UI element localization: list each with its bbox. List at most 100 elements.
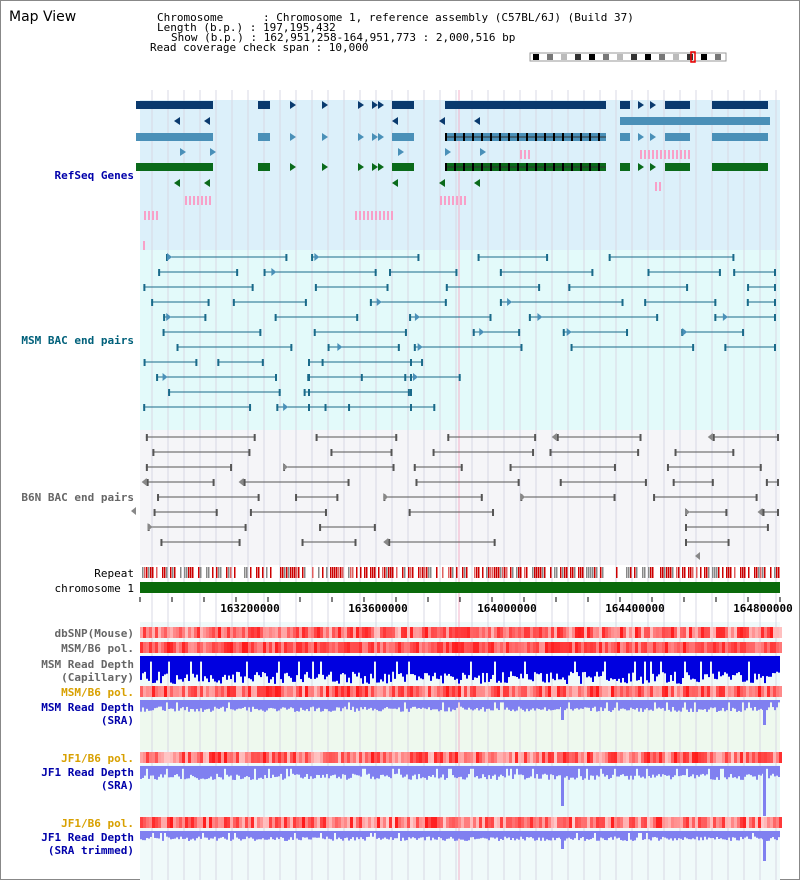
repeat-element	[190, 567, 192, 578]
read-depth-bar	[552, 700, 554, 711]
bac-end	[347, 479, 350, 486]
read-depth-bar	[772, 700, 774, 708]
exon	[589, 163, 591, 171]
read-depth-bar	[384, 766, 386, 777]
read-depth-bar	[654, 831, 656, 838]
repeat-element	[544, 567, 546, 578]
track-label-msm-b6-pol-2[interactable]: MSM/B6 pol.	[61, 686, 134, 699]
read-depth-bar	[474, 831, 476, 840]
read-depth-bar	[510, 766, 512, 769]
read-depth-bar	[386, 656, 388, 684]
polymorphism-cell	[524, 686, 527, 697]
read-depth-bar	[580, 700, 582, 709]
read-depth-bar	[684, 700, 686, 703]
bac-end	[308, 404, 310, 411]
read-depth-bar	[614, 831, 616, 837]
read-depth-bar	[450, 766, 452, 769]
polymorphism-cell	[332, 817, 335, 828]
polymorphism-cell	[713, 817, 716, 828]
bac-end	[290, 344, 293, 351]
polymorphism-cell	[581, 686, 584, 697]
track-label-refseq-genes[interactable]: RefSeq Genes	[54, 169, 134, 182]
read-depth-bar	[276, 656, 278, 673]
read-depth-bar	[296, 831, 298, 839]
read-depth-bar	[190, 766, 192, 775]
polymorphism-cell	[563, 752, 566, 763]
read-depth-bar	[364, 766, 366, 769]
gene-arrow	[322, 133, 328, 141]
polymorphism-cell	[653, 686, 656, 697]
read-depth-bar	[458, 766, 460, 777]
read-depth-bar	[376, 656, 378, 683]
read-depth-bar	[514, 656, 516, 677]
read-depth-bar	[488, 700, 490, 709]
read-depth-bar	[476, 700, 478, 708]
gene-arrow	[480, 148, 486, 156]
read-depth-bar	[612, 766, 614, 775]
read-depth-bar	[416, 766, 418, 780]
read-depth-bar	[174, 656, 176, 684]
read-depth-bar	[752, 656, 754, 683]
read-depth-bar	[502, 700, 504, 703]
read-depth-bar	[614, 766, 616, 769]
track-label-msm-b6-pol[interactable]: MSM/B6 pol.	[61, 642, 134, 655]
read-depth-bar	[712, 656, 714, 674]
track-label-jf1-b6-pol[interactable]: JF1/B6 pol.	[61, 752, 134, 765]
read-depth-bar	[662, 656, 664, 673]
polymorphism-cell	[383, 752, 386, 763]
read-depth-bar	[252, 766, 254, 780]
polymorphism-cell	[503, 627, 506, 638]
read-depth-bar	[378, 700, 380, 712]
bac-end	[647, 269, 650, 276]
polymorphism-cell	[644, 752, 647, 763]
polymorphism-cell	[593, 627, 596, 638]
read-depth-bar	[426, 700, 428, 710]
repeat-element	[758, 567, 760, 578]
repeat-element	[152, 567, 154, 578]
read-depth-bar	[146, 831, 148, 839]
polymorphism-cell	[551, 817, 554, 828]
track-label-jf1-depth-sra[interactable]: JF1 Read Depth	[41, 766, 134, 779]
track-label-msm-depth-sra[interactable]: MSM Read Depth	[41, 701, 134, 714]
read-depth-bar	[352, 766, 354, 774]
polymorphism-cell	[608, 817, 611, 828]
track-label-msm-depth-capillary[interactable]: MSM Read Depth	[41, 658, 134, 671]
polymorphism-cell	[710, 627, 713, 638]
polymorphism-cell	[461, 817, 464, 828]
read-depth-bar	[674, 766, 676, 776]
polymorphism-cell	[368, 817, 371, 828]
polymorphism-cell	[203, 752, 206, 763]
track-label-jf1-b6-pol-2[interactable]: JF1/B6 pol.	[61, 817, 134, 830]
read-depth-bar	[196, 656, 198, 675]
track-label-msm-bac[interactable]: MSM BAC end pairs	[21, 334, 134, 347]
polymorphism-cell	[638, 642, 641, 653]
polymorphism-cell	[257, 686, 260, 697]
polymorphism-cell	[587, 686, 590, 697]
polymorphism-cell	[308, 686, 311, 697]
read-depth-bar	[280, 766, 282, 774]
polymorphism-cell	[290, 686, 293, 697]
read-depth-bar	[494, 766, 496, 775]
read-depth-bar	[442, 700, 444, 703]
read-depth-bar	[254, 831, 256, 841]
read-depth-bar	[382, 700, 384, 710]
read-depth-bar	[720, 831, 722, 839]
track-label-dbsnp[interactable]: dbSNP(Mouse)	[54, 627, 134, 640]
polymorphism-cell	[401, 642, 404, 653]
track-label-b6n-bac[interactable]: B6N BAC end pairs	[21, 491, 134, 504]
read-depth-bar	[594, 700, 596, 707]
polymorphism-cell	[395, 642, 398, 653]
read-depth-bar	[308, 831, 310, 840]
read-depth-bar	[602, 766, 604, 774]
polymorphism-cell	[674, 752, 677, 763]
read-depth-bar	[662, 831, 664, 837]
polymorphism-cell	[587, 752, 590, 763]
bac-end	[373, 524, 376, 531]
gene-arrow	[322, 163, 328, 171]
polymorphism-cell	[713, 752, 716, 763]
repeat-element	[266, 567, 268, 578]
track-label-jf1-depth-trimmed[interactable]: JF1 Read Depth	[41, 831, 134, 844]
read-depth-bar	[260, 700, 262, 710]
read-depth-bar	[300, 656, 302, 680]
